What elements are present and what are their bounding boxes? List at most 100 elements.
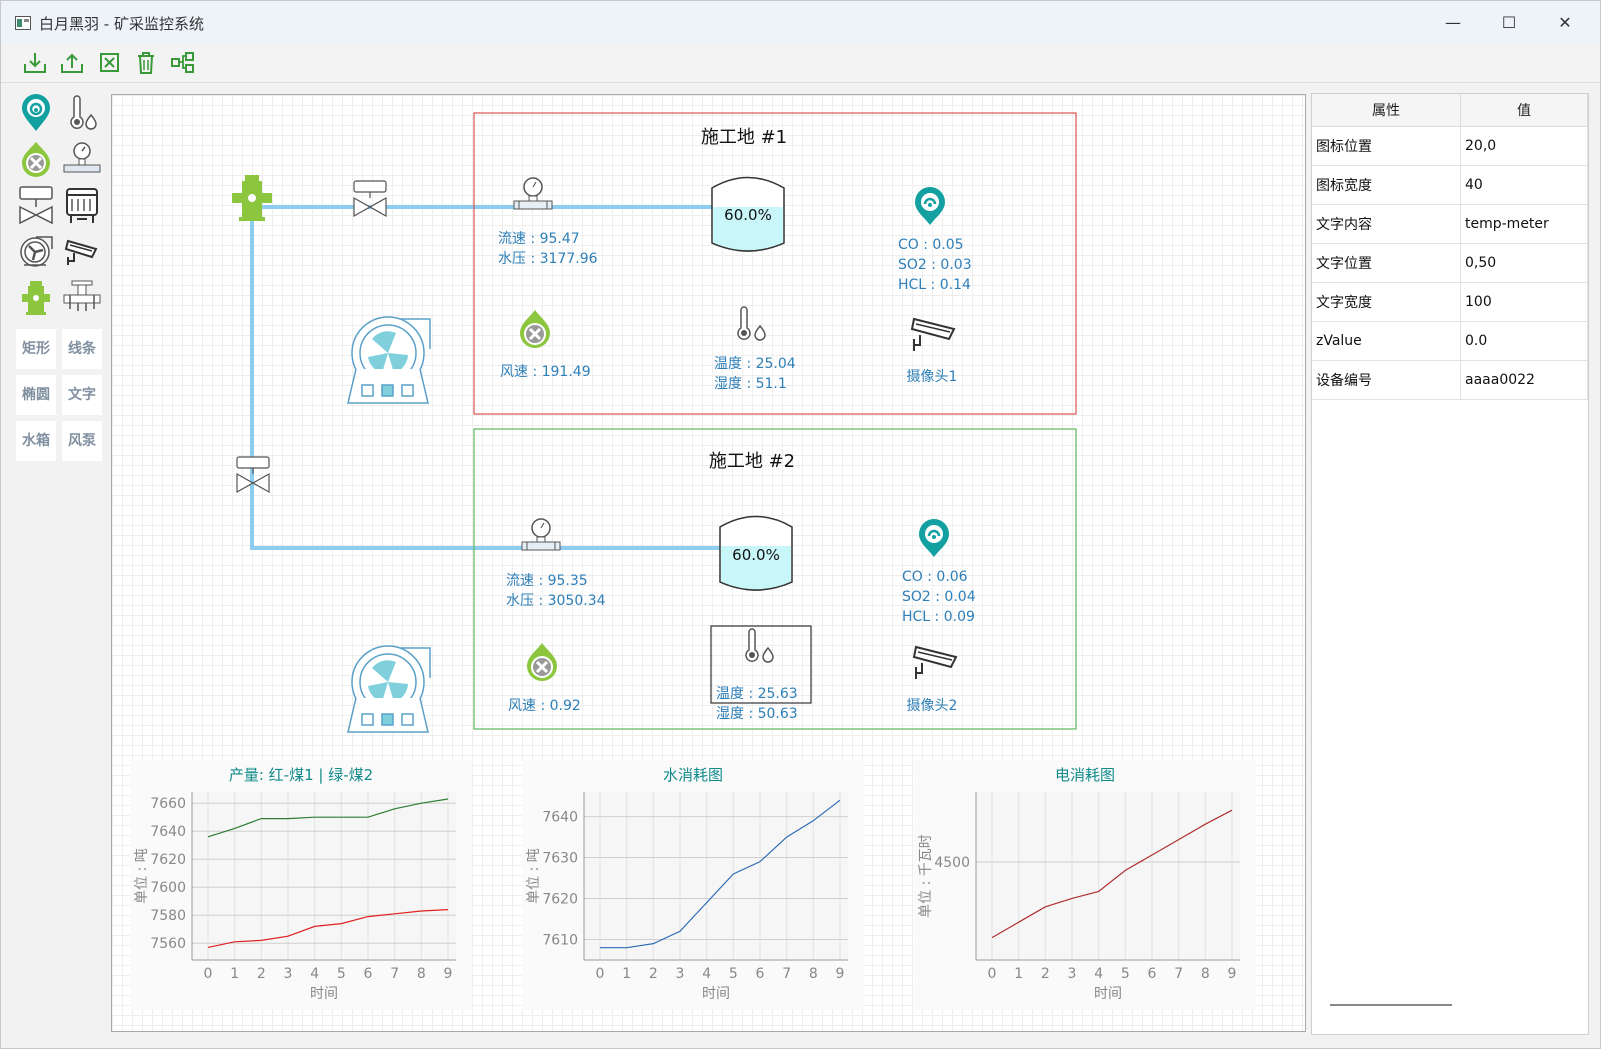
property-name: 文字宽度 xyxy=(1312,282,1461,322)
site-1-so2: SO2 : 0.03 xyxy=(898,257,972,273)
rect-tool[interactable]: 矩形 xyxy=(16,329,56,369)
line-tool[interactable]: 线条 xyxy=(62,329,102,369)
property-row[interactable]: 图标位置 20,0 xyxy=(1312,126,1588,166)
camera-icon[interactable] xyxy=(62,231,102,271)
camera-icon[interactable] xyxy=(913,646,957,680)
y-axis-label: 单位 : 千瓦时 xyxy=(918,834,934,918)
gas-sensor-icon[interactable] xyxy=(16,93,56,133)
close-button[interactable]: ✕ xyxy=(1558,13,1572,32)
property-value[interactable]: 0.0 xyxy=(1460,321,1588,361)
scene-svg: 施工地 #1 流速 : 95.47 水压 : 3177.96 60.0% CO … xyxy=(130,112,1256,1010)
site-2-temp: 温度 : 25.63 xyxy=(716,686,798,702)
site-2-flow: 流速 : 95.35 xyxy=(506,573,588,589)
plot-area xyxy=(192,792,456,960)
blower-icon[interactable] xyxy=(347,316,431,404)
thermometer-icon[interactable] xyxy=(745,628,774,663)
property-row[interactable]: 文字内容 temp-meter xyxy=(1312,204,1588,244)
selection-box[interactable] xyxy=(710,625,812,704)
property-row[interactable]: 文字位置 0,50 xyxy=(1312,243,1588,283)
gas-sensor-icon[interactable] xyxy=(913,185,947,227)
property-value[interactable]: 0,50 xyxy=(1460,243,1588,283)
property-row[interactable]: 设备编号 aaaa0022 xyxy=(1312,360,1588,400)
minimize-button[interactable]: — xyxy=(1445,13,1461,32)
x-tick-label: 1 xyxy=(230,966,239,982)
flow-meter-icon[interactable] xyxy=(521,518,561,551)
property-name: zValue xyxy=(1312,321,1461,361)
camera-icon[interactable] xyxy=(911,318,955,352)
valve-icon[interactable] xyxy=(16,185,56,225)
production-chart: 产量: 红-煤1 | 绿-煤2 0 1 2 3 4 5 6 7 8 9 7560 7580 7600 762… xyxy=(130,760,472,1010)
y-tick-label: 7620 xyxy=(542,892,578,908)
x-tick-label: 2 xyxy=(257,966,266,982)
valve-icon[interactable] xyxy=(236,456,270,494)
water-tank-tool[interactable]: 水箱 xyxy=(16,421,56,461)
fan-sensor-icon[interactable] xyxy=(16,139,56,179)
property-value[interactable]: 100 xyxy=(1460,282,1588,322)
flow-meter-icon[interactable] xyxy=(513,177,553,210)
property-row[interactable]: 文字宽度 100 xyxy=(1312,282,1588,322)
property-value[interactable]: temp-meter xyxy=(1460,204,1588,244)
site-1-panel[interactable]: 施工地 #1 流速 : 95.47 水压 : 3177.96 60.0% CO … xyxy=(473,112,1077,415)
site-2-panel[interactable]: 施工地 #2 流速 : 95.35 水压 : 3050.34 60.0% CO … xyxy=(473,428,1077,730)
group-icon[interactable] xyxy=(169,50,197,76)
y-tick-label: 7640 xyxy=(150,824,186,840)
export-icon[interactable] xyxy=(58,50,86,76)
blower-icon[interactable] xyxy=(347,645,431,733)
delete-icon[interactable] xyxy=(132,50,160,76)
site-1-pressure: 水压 : 3177.96 xyxy=(498,251,598,267)
x-tick-label: 8 xyxy=(1201,966,1210,982)
property-value[interactable]: aaaa0022 xyxy=(1460,360,1588,400)
maximize-button[interactable]: ☐ xyxy=(1501,13,1517,32)
blower-tool[interactable]: 风泵 xyxy=(62,421,102,461)
pipe-joint-icon[interactable] xyxy=(62,277,102,317)
water-consumption-chart: 水消耗图 0 1 2 3 4 5 6 7 8 9 7610 7620 7630 7640 时间 单位 : 吨 xyxy=(522,760,864,1010)
hydrant-icon[interactable] xyxy=(232,175,272,221)
property-value[interactable]: 20,0 xyxy=(1460,126,1588,166)
y-tick-label: 7640 xyxy=(542,810,578,826)
flow-meter-icon[interactable] xyxy=(62,139,102,179)
x-tick-label: 7 xyxy=(1174,966,1183,982)
power-consumption-chart: 电消耗图 0 1 2 3 4 5 6 7 8 9 4500 时间 单位 : 千瓦时 xyxy=(914,760,1256,1010)
site-1-title: 施工地 #1 xyxy=(701,127,787,148)
y-tick-label: 7630 xyxy=(542,851,578,867)
thermometer-icon[interactable] xyxy=(737,306,766,341)
ellipse-tool[interactable]: 椭圆 xyxy=(16,375,56,415)
blower-icon[interactable] xyxy=(16,231,56,271)
x-tick-label: 3 xyxy=(284,966,293,982)
pipe-branch[interactable] xyxy=(250,207,792,550)
series-line xyxy=(991,809,1233,939)
text-tool[interactable]: 文字 xyxy=(62,375,102,415)
series-line xyxy=(207,909,449,948)
property-value[interactable]: 40 xyxy=(1460,165,1588,205)
property-row[interactable]: 图标宽度 40 xyxy=(1312,165,1588,205)
site-2-border xyxy=(473,428,1077,730)
value-header[interactable]: 值 xyxy=(1460,94,1588,127)
property-name: 图标位置 xyxy=(1312,126,1461,166)
site-2-title: 施工地 #2 xyxy=(709,451,795,472)
x-tick-label: 6 xyxy=(1148,966,1157,982)
x-tick-label: 4 xyxy=(702,966,711,982)
x-tick-label: 0 xyxy=(204,966,213,982)
toolbar xyxy=(1,45,1600,83)
diagram-canvas[interactable]: 施工地 #1 流速 : 95.47 水压 : 3177.96 60.0% CO … xyxy=(111,94,1306,1032)
fan-sensor-icon[interactable] xyxy=(525,641,559,683)
property-panel: 属性 值 图标位置 20,0 图标宽度 40 文字内容 temp-meter 文字位置 0,5… xyxy=(1311,93,1589,1035)
x-axis-label: 时间 xyxy=(310,986,338,1002)
site-1-co: CO : 0.05 xyxy=(898,237,964,253)
horizontal-scrollbar[interactable] xyxy=(1330,1004,1452,1006)
x-axis-label: 时间 xyxy=(702,986,730,1002)
import-icon[interactable] xyxy=(21,50,49,76)
fan-sensor-icon[interactable] xyxy=(518,308,552,350)
thermometer-icon[interactable] xyxy=(62,93,102,133)
valve-icon[interactable] xyxy=(353,180,387,218)
hydrant-icon[interactable] xyxy=(16,277,56,317)
x-tick-label: 7 xyxy=(782,966,791,982)
property-header[interactable]: 属性 xyxy=(1312,94,1461,127)
series-line xyxy=(207,798,449,838)
clear-icon[interactable] xyxy=(95,50,123,76)
property-row[interactable]: zValue 0.0 xyxy=(1312,321,1588,361)
water-tank-icon[interactable] xyxy=(62,185,102,225)
y-tick-label: 7560 xyxy=(150,936,186,952)
gas-sensor-icon[interactable] xyxy=(917,517,951,559)
y-tick-label: 7660 xyxy=(150,796,186,812)
